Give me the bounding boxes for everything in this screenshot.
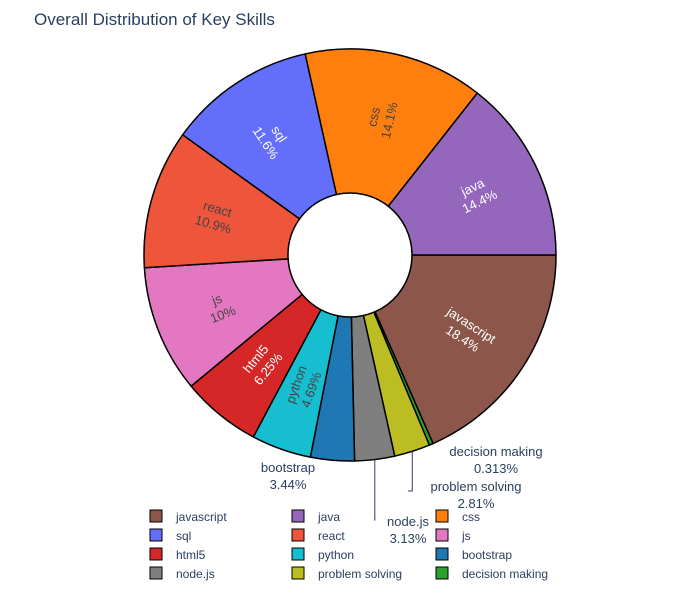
legend-label-java[interactable]: java — [317, 510, 340, 524]
slice-react[interactable] — [143, 134, 301, 269]
legend-label-html5[interactable]: html5 — [176, 548, 206, 562]
legend-swatch-node-js[interactable] — [149, 566, 163, 580]
legend-label-react[interactable]: react — [318, 529, 345, 543]
slice-label-problem-solving: problem solving 2.81% — [430, 479, 521, 511]
legend-label-node-js[interactable]: node.js — [176, 567, 215, 581]
legend-label-javascript[interactable]: javascript — [175, 510, 227, 524]
slice-label-node-js: node.js 3.13% — [387, 514, 429, 546]
legend-swatch-react[interactable] — [291, 528, 305, 542]
legend-swatch-javascript[interactable] — [149, 509, 163, 523]
chart-title: Overall Distribution of Key Skills — [34, 10, 275, 29]
legend-swatch-html5[interactable] — [149, 547, 163, 561]
slice-label-sql: sql11.6% — [250, 115, 296, 162]
legend-swatch-python[interactable] — [291, 547, 305, 561]
slice-sql[interactable] — [181, 53, 338, 220]
legend-swatch-css[interactable] — [435, 509, 449, 523]
legend-swatch-sql[interactable] — [149, 528, 163, 542]
legend-swatch-decision-making[interactable] — [435, 566, 449, 580]
legend-label-problem-solving[interactable]: problem solving — [318, 567, 402, 581]
slice-java[interactable] — [387, 92, 557, 256]
legend-swatch-java[interactable] — [291, 509, 305, 523]
slices — [143, 48, 557, 462]
slice-css[interactable] — [304, 48, 479, 208]
legend-label-sql[interactable]: sql — [176, 529, 191, 543]
slice-js[interactable] — [143, 258, 303, 387]
slice-label-bootstrap: bootstrap 3.44% — [261, 460, 315, 492]
legend-swatch-bootstrap[interactable] — [435, 547, 449, 561]
legend-label-bootstrap[interactable]: bootstrap — [462, 548, 512, 562]
leader-line-node-js — [374, 459, 376, 521]
legend-label-python[interactable]: python — [318, 548, 354, 562]
legend-swatch-problem-solving[interactable] — [291, 566, 305, 580]
legend-label-js[interactable]: js — [461, 529, 471, 543]
legend-label-css[interactable]: css — [462, 510, 480, 524]
legend-label-decision-making[interactable]: decision making — [462, 567, 548, 581]
leader-line-problem-solving — [408, 451, 413, 492]
legend: javascript java css sql react js html5 python bo… — [149, 509, 548, 581]
slice-label-decision-making: decision making 0.313% — [449, 444, 542, 476]
slice-javascript[interactable] — [374, 254, 557, 445]
legend-swatch-js[interactable] — [435, 528, 449, 542]
